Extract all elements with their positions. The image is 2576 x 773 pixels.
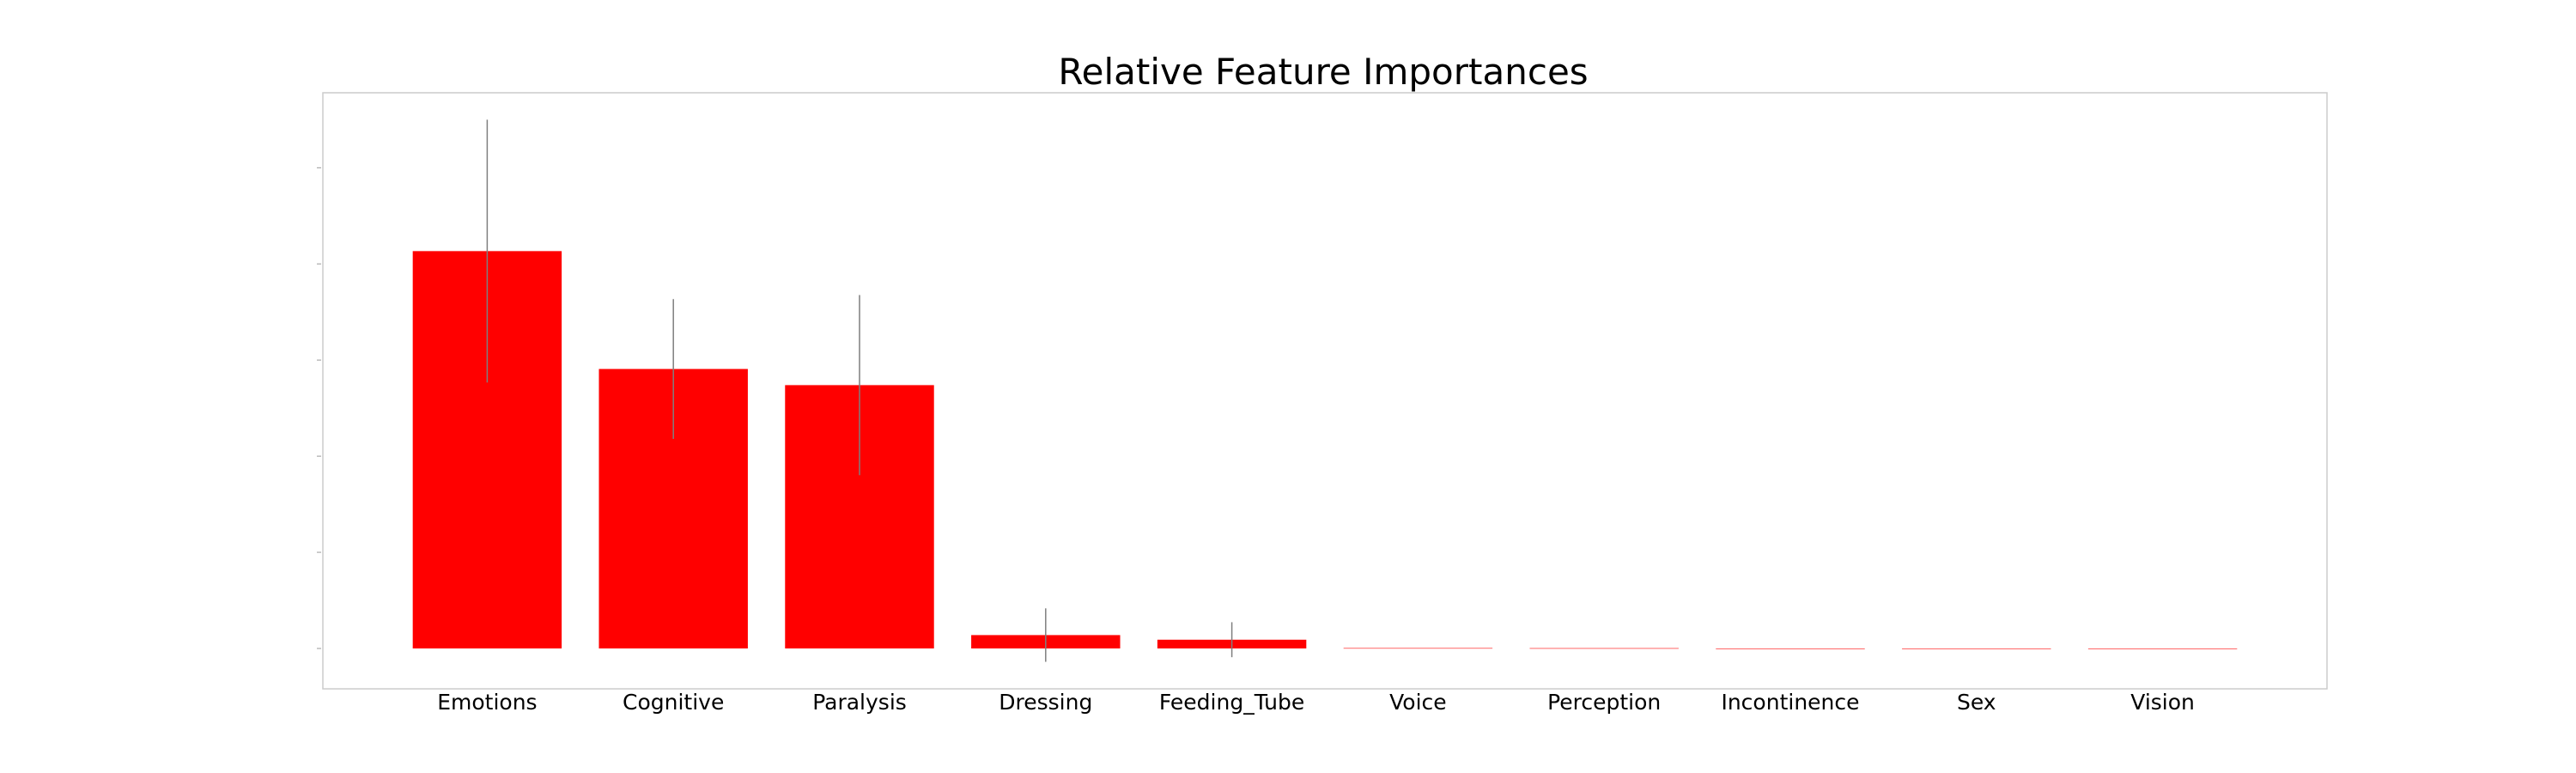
bar-voice [1343, 648, 1493, 649]
error-bar-group [486, 119, 1233, 662]
x-tick-label-sex: Sex [1957, 690, 1996, 715]
x-tick-label-vision: Vision [2130, 690, 2195, 715]
plot-frame [322, 92, 2328, 690]
x-tick-label-incontinence: Incontinence [1721, 690, 1859, 715]
bar-perception [1529, 648, 1679, 649]
bar-group [412, 251, 2238, 649]
x-tick-label-voice: Voice [1389, 690, 1447, 715]
x-axis-tick-labels: Emotions Cognitive Paralysis Dressing Feedin… [437, 690, 2195, 715]
bar-incontinence [1716, 648, 1865, 649]
bar-vision [2087, 648, 2238, 649]
x-tick-label-cognitive: Cognitive [623, 690, 724, 715]
chart-title: Relative Feature Importances [1058, 51, 1588, 93]
x-tick-label-emotions: Emotions [437, 690, 537, 715]
bar-sex [1902, 648, 2051, 649]
x-tick-label-perception: Perception [1547, 690, 1661, 715]
x-tick-label-paralysis: Paralysis [812, 690, 907, 715]
x-tick-label-dressing: Dressing [999, 690, 1092, 715]
y-axis-ticks [317, 167, 321, 649]
x-tick-label-feeding-tube: Feeding_Tube [1159, 690, 1304, 715]
